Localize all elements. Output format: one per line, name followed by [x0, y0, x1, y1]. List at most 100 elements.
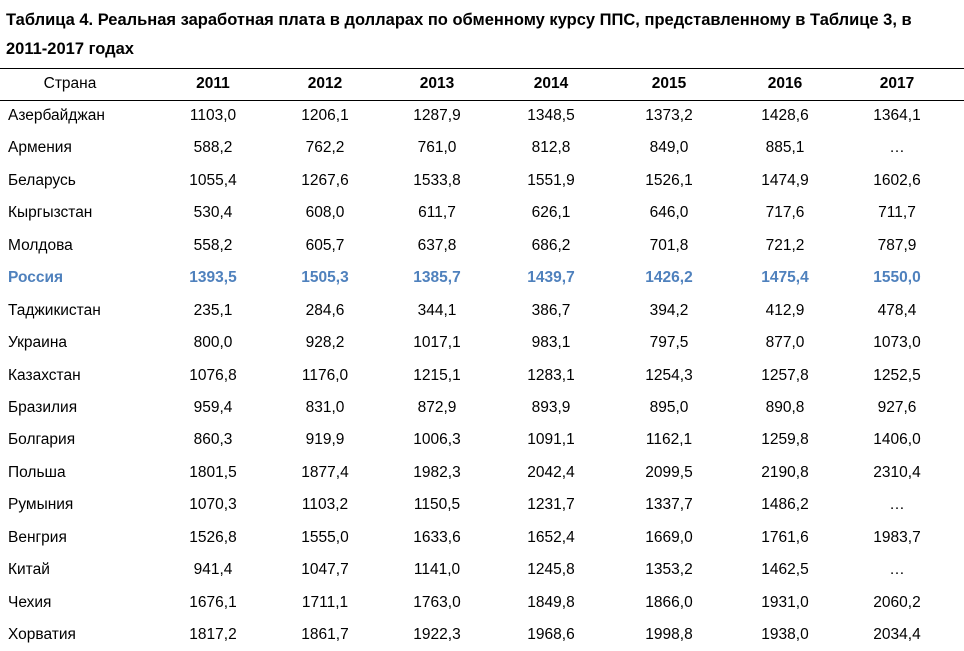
value-cell: 1287,9	[413, 107, 461, 124]
country-cell: Таджикистан	[8, 301, 101, 319]
value-cell: 386,7	[531, 301, 571, 319]
value-cell: 558,2	[193, 236, 233, 254]
value-cell: 1676,1	[189, 593, 237, 611]
column-header: 2013	[419, 75, 455, 92]
value-cell: 1983,7	[873, 528, 921, 546]
value-cell: 1070,3	[189, 496, 237, 514]
value-cell: 1385,7	[413, 269, 461, 287]
column-header: 2014	[533, 75, 569, 92]
value-cell: 895,0	[649, 398, 689, 416]
country-cell: Беларусь	[8, 171, 76, 189]
value-cell: 2310,4	[873, 463, 921, 481]
value-cell: 1259,8	[761, 431, 809, 449]
value-cell: 849,0	[649, 139, 689, 157]
value-cell: 1475,4	[761, 269, 809, 287]
country-cell: Казахстан	[8, 366, 81, 384]
value-cell: 1801,5	[189, 463, 237, 481]
value-cell: 1257,8	[761, 366, 809, 384]
value-cell: 1252,5	[873, 366, 921, 384]
value-cell: 478,4	[877, 301, 917, 319]
value-cell: 1231,7	[527, 496, 575, 514]
value-cell: 1931,0	[761, 593, 809, 611]
value-cell: 1283,1	[527, 366, 575, 384]
country-cell: Бразилия	[8, 398, 78, 416]
value-cell: 1505,3	[301, 269, 349, 287]
country-cell: Польша	[8, 463, 66, 481]
value-cell: 2034,4	[873, 626, 921, 643]
value-cell: 1337,7	[645, 496, 693, 514]
value-cell: …	[889, 561, 905, 579]
value-cell: 721,2	[765, 236, 805, 254]
value-cell: 1245,8	[527, 561, 575, 579]
value-cell: 812,8	[531, 139, 571, 157]
value-cell: 1486,2	[761, 496, 809, 514]
value-cell: 872,9	[417, 398, 457, 416]
country-cell: Румыния	[8, 496, 74, 514]
value-cell: 235,1	[193, 301, 233, 319]
country-cell: Азербайджан	[8, 107, 105, 124]
value-cell: 605,7	[305, 236, 345, 254]
value-cell: 1215,1	[413, 366, 461, 384]
country-cell: Китай	[8, 561, 50, 579]
value-cell: 1922,3	[413, 626, 461, 643]
value-cell: 711,7	[878, 204, 916, 222]
value-cell: 1968,6	[527, 626, 575, 643]
value-cell: 1428,6	[761, 107, 809, 124]
value-cell: 1406,0	[873, 431, 921, 449]
value-cell: 2042,4	[527, 463, 575, 481]
value-cell: 1526,1	[645, 171, 693, 189]
column-header: 2017	[879, 75, 915, 92]
value-cell: 530,4	[193, 204, 233, 222]
country-cell: Чехия	[8, 593, 52, 611]
value-cell: 1267,6	[301, 171, 349, 189]
value-cell: 1711,1	[301, 593, 349, 611]
value-cell: 1254,3	[645, 366, 693, 384]
rule	[0, 100, 964, 101]
value-cell: 890,8	[765, 398, 805, 416]
value-cell: …	[889, 496, 905, 514]
country-cell: Болгария	[8, 431, 76, 449]
value-cell: 1348,5	[527, 107, 575, 124]
value-cell: 1103,2	[301, 496, 349, 514]
value-cell: 1393,5	[189, 269, 237, 287]
value-cell: 860,3	[193, 431, 233, 449]
value-cell: 1861,7	[301, 626, 349, 643]
value-cell: 1426,2	[645, 269, 693, 287]
value-cell: 1353,2	[645, 561, 693, 579]
value-cell: 1555,0	[301, 528, 349, 546]
value-cell: 717,6	[765, 204, 805, 222]
value-cell: 608,0	[305, 204, 345, 222]
country-cell: Хорватия	[8, 626, 76, 643]
value-cell: 394,2	[649, 301, 689, 319]
value-cell: 1364,1	[873, 107, 921, 124]
value-cell: 2190,8	[761, 463, 809, 481]
value-cell: 1652,4	[527, 528, 575, 546]
value-cell: 284,6	[305, 301, 345, 319]
value-cell: 1817,2	[189, 626, 237, 643]
column-header: 2012	[307, 75, 343, 92]
value-cell: 797,5	[649, 334, 689, 352]
value-cell: 1669,0	[645, 528, 693, 546]
value-cell: 941,4	[193, 561, 233, 579]
country-cell: Молдова	[8, 236, 73, 254]
value-cell: 1091,1	[527, 431, 575, 449]
value-cell: 1551,9	[527, 171, 575, 189]
value-cell: 1938,0	[761, 626, 809, 643]
country-header: Страна	[43, 75, 97, 92]
value-cell: 646,0	[649, 204, 689, 222]
country-cell: Украина	[8, 334, 68, 352]
rule	[0, 68, 964, 69]
value-cell: 831,0	[305, 398, 345, 416]
value-cell: 1162,1	[645, 431, 693, 449]
country-cell: Россия	[8, 269, 64, 287]
value-cell: 1439,7	[527, 269, 575, 287]
country-cell: Армения	[8, 139, 72, 157]
column-header: 2015	[651, 75, 687, 92]
value-cell: 344,1	[417, 301, 457, 319]
value-cell: 2060,2	[873, 593, 921, 611]
value-cell: 1526,8	[189, 528, 237, 546]
value-cell: 1206,1	[301, 107, 349, 124]
value-cell: 1076,8	[189, 366, 237, 384]
country-cell: Кыргызстан	[8, 204, 93, 222]
value-cell: 1462,5	[761, 561, 809, 579]
